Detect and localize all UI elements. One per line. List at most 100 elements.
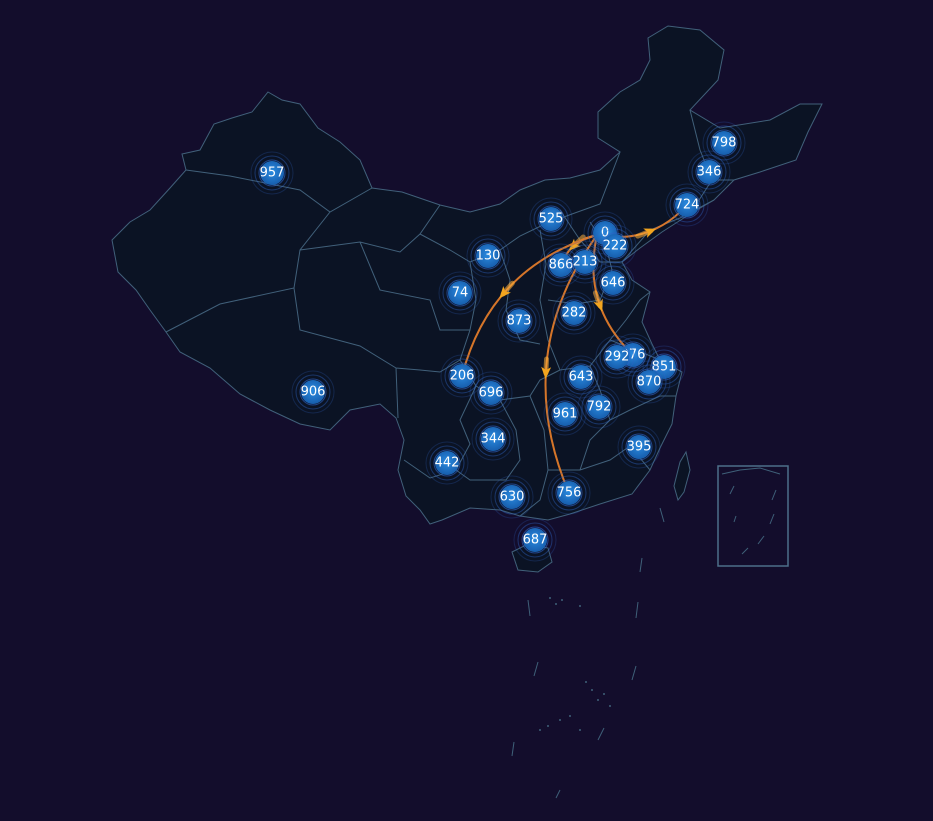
marker-ring bbox=[429, 445, 465, 481]
marker-ring bbox=[479, 425, 507, 453]
marker-ring bbox=[555, 479, 583, 507]
marker-value: 687 bbox=[523, 533, 548, 548]
marker-hebei[interactable]: 213 bbox=[563, 240, 607, 284]
marker-anhui[interactable]: 292 bbox=[595, 335, 639, 379]
marker-jilin[interactable]: 346 bbox=[687, 150, 731, 194]
marker-ring bbox=[669, 187, 705, 223]
marker-dot bbox=[507, 309, 531, 333]
marker-dot bbox=[523, 528, 547, 552]
marker-value: 870 bbox=[637, 375, 662, 390]
marker-ring bbox=[642, 345, 686, 389]
marker-ring bbox=[695, 158, 723, 186]
marker-value: 395 bbox=[627, 440, 652, 455]
marker-dot bbox=[712, 131, 736, 155]
marker-ring bbox=[617, 425, 661, 469]
marker-ring bbox=[254, 155, 290, 191]
marker-guangxi[interactable]: 630 bbox=[490, 475, 534, 519]
marker-ring bbox=[597, 228, 633, 264]
marker-shaanxi[interactable]: 873 bbox=[497, 299, 541, 343]
marker-value: 643 bbox=[569, 370, 594, 385]
marker-ring bbox=[665, 183, 709, 227]
marker-dot bbox=[605, 345, 629, 369]
marker-hubei[interactable]: 643 bbox=[559, 355, 603, 399]
marker-ring bbox=[567, 244, 603, 280]
marker-gansu[interactable]: 74 bbox=[438, 271, 482, 315]
marker-ring bbox=[646, 349, 682, 385]
marker-ring bbox=[551, 400, 579, 428]
marker-value: 525 bbox=[539, 212, 564, 227]
marker-ring bbox=[529, 197, 573, 241]
marker-ring bbox=[477, 379, 505, 407]
marker-ring bbox=[593, 224, 637, 268]
marker-ring bbox=[299, 378, 327, 406]
marker-dot bbox=[549, 253, 573, 277]
marker-ningxia[interactable]: 130 bbox=[466, 234, 510, 278]
marker-ring bbox=[563, 240, 607, 284]
flow-arrow-liaoning bbox=[635, 228, 657, 239]
marker-ring bbox=[537, 205, 565, 233]
marker-liaoning[interactable]: 724 bbox=[665, 183, 709, 227]
marker-heilongjiang[interactable]: 798 bbox=[702, 121, 746, 165]
marker-ring bbox=[585, 393, 613, 421]
marker-ring bbox=[631, 364, 667, 400]
marker-ring bbox=[673, 191, 701, 219]
marker-dot bbox=[627, 435, 651, 459]
marker-dot bbox=[301, 380, 325, 404]
flow-arrow-jiangsu bbox=[592, 290, 603, 312]
taiwan-island bbox=[673, 450, 691, 502]
marker-ring bbox=[702, 121, 746, 165]
marker-dot bbox=[601, 271, 625, 295]
marker-value: 346 bbox=[697, 165, 722, 180]
marker-hunan[interactable]: 961 bbox=[543, 392, 587, 436]
marker-guangdong[interactable]: 756 bbox=[547, 471, 591, 515]
marker-zhejiang[interactable]: 870 bbox=[627, 360, 671, 404]
marker-ring bbox=[446, 279, 474, 307]
marker-ring bbox=[471, 417, 515, 461]
marker-shanxi[interactable]: 866 bbox=[539, 243, 583, 287]
marker-value: 792 bbox=[587, 400, 612, 415]
marker-hainan[interactable]: 687 bbox=[513, 518, 557, 562]
marker-shandong[interactable]: 646 bbox=[591, 261, 635, 305]
marker-dot bbox=[553, 402, 577, 426]
marker-ring bbox=[599, 339, 635, 375]
marker-ring bbox=[710, 129, 738, 157]
marker-henan[interactable]: 282 bbox=[552, 291, 596, 335]
marker-jiangxi[interactable]: 792 bbox=[577, 385, 621, 429]
marker-ring bbox=[577, 385, 621, 429]
marker-value: 206 bbox=[450, 369, 475, 384]
marker-value: 222 bbox=[603, 239, 628, 254]
marker-ring bbox=[547, 471, 591, 515]
marker-ring bbox=[250, 151, 294, 195]
marker-ring bbox=[621, 429, 657, 465]
marker-ring bbox=[497, 299, 541, 343]
marker-inner-mongolia[interactable]: 525 bbox=[529, 197, 573, 241]
marker-ring bbox=[603, 343, 631, 371]
marker-ring bbox=[559, 355, 603, 399]
marker-value: 74 bbox=[452, 286, 469, 301]
marker-yunnan[interactable]: 442 bbox=[425, 441, 469, 485]
marker-fujian[interactable]: 395 bbox=[617, 425, 661, 469]
marker-dot bbox=[476, 244, 500, 268]
marker-ring bbox=[513, 518, 557, 562]
marker-dot bbox=[539, 207, 563, 231]
marker-tianjin[interactable]: 222 bbox=[593, 224, 637, 268]
marker-value: 130 bbox=[476, 249, 501, 264]
marker-ring bbox=[552, 291, 596, 335]
marker-guizhou[interactable]: 344 bbox=[471, 417, 515, 461]
marker-xinjiang[interactable]: 957 bbox=[250, 151, 294, 195]
marker-ring bbox=[551, 475, 587, 511]
flow-arrow-sichuan bbox=[499, 280, 515, 299]
marker-ring bbox=[425, 441, 469, 485]
marker-tibet[interactable]: 906 bbox=[291, 370, 335, 414]
marker-sichuan[interactable]: 206 bbox=[440, 354, 484, 398]
marker-ring bbox=[581, 389, 617, 425]
marker-dot bbox=[573, 250, 597, 274]
marker-ring bbox=[470, 238, 506, 274]
marker-value: 851 bbox=[652, 360, 677, 375]
marker-dot bbox=[479, 381, 503, 405]
marker-dot bbox=[697, 160, 721, 184]
marker-ring bbox=[595, 265, 631, 301]
marker-ring bbox=[556, 295, 592, 331]
marker-dot bbox=[435, 451, 459, 475]
marker-chongqing[interactable]: 696 bbox=[469, 371, 513, 415]
